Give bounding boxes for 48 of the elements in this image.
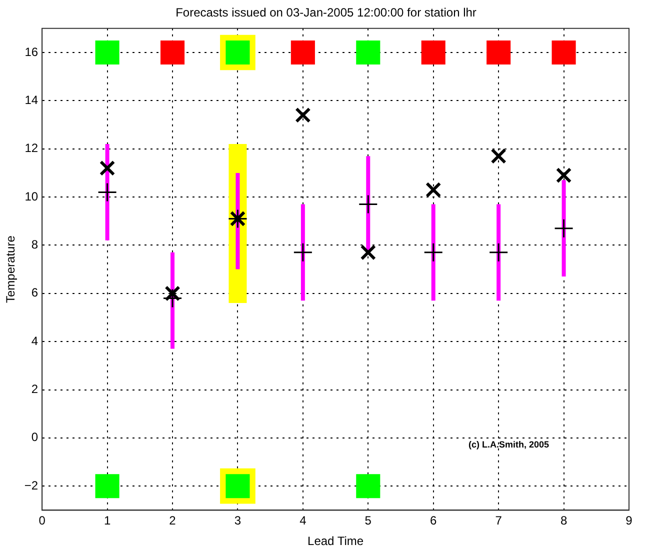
y-tick-label: 0 (31, 430, 38, 444)
point (295, 107, 311, 123)
bar (496, 204, 501, 301)
point (490, 148, 506, 164)
x-axis-title: Lead Time (308, 534, 364, 548)
y-tick-label: 6 (31, 286, 38, 300)
x-tick-label: 7 (495, 514, 502, 528)
point (421, 40, 446, 65)
point (293, 242, 313, 262)
y-tick-label: 8 (31, 238, 38, 252)
annotation: (c) L.A.Smith, 2005 (468, 440, 549, 450)
x-tick-label: 3 (234, 514, 242, 528)
point (425, 182, 442, 198)
bar (562, 180, 566, 277)
x-tick-label: 1 (104, 514, 111, 528)
point (162, 288, 182, 308)
point (99, 160, 116, 176)
x-tick-label: 2 (169, 514, 176, 528)
point (98, 182, 118, 202)
point (356, 474, 380, 498)
point (488, 242, 508, 262)
x-tick-label: 5 (364, 514, 372, 528)
x-tick-label: 8 (560, 514, 568, 528)
point (160, 40, 185, 65)
point (95, 474, 120, 498)
y-tick-label: 14 (24, 92, 38, 107)
point (290, 40, 315, 65)
point (358, 194, 378, 214)
y-tick-label: 10 (24, 189, 38, 204)
x-tick-label: 9 (626, 514, 633, 528)
point (486, 40, 511, 65)
y-tick-label: −2 (24, 478, 38, 492)
x-tick-label: 6 (430, 514, 438, 528)
y-tick-label: 4 (31, 334, 38, 348)
chart-title: Forecasts issued on 03-Jan-2005 12:00:00 for station lhr (176, 6, 476, 20)
y-tick-label: 16 (24, 44, 38, 59)
point (552, 40, 576, 65)
point (556, 167, 572, 184)
bar (431, 204, 436, 301)
y-axis-title: Temperature (4, 235, 18, 303)
point (164, 286, 180, 302)
point (360, 244, 376, 260)
x-tick-label: 4 (300, 514, 307, 528)
bar (300, 204, 305, 301)
point (424, 242, 444, 262)
point (554, 218, 574, 238)
y-tick-label: 12 (24, 141, 38, 156)
y-tick-label: 2 (31, 382, 38, 396)
